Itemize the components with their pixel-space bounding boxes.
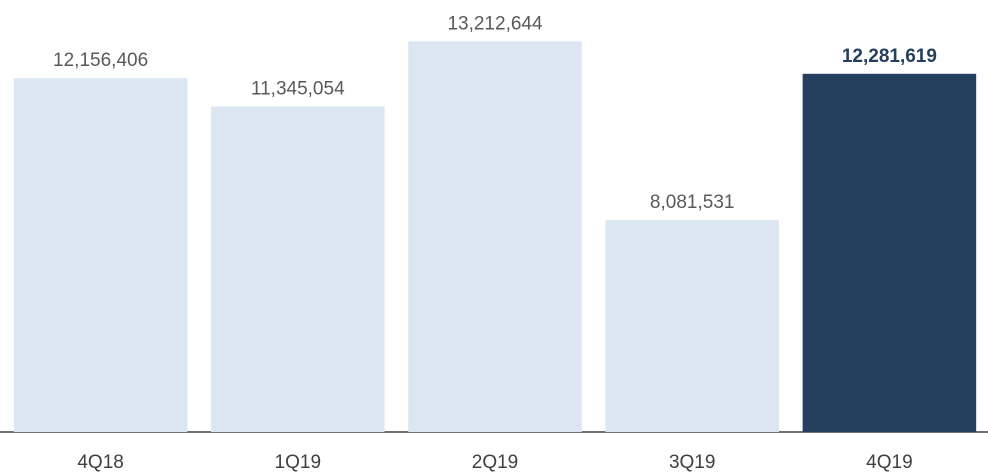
x-tick-label: 3Q19 [669, 452, 715, 473]
value-label: 13,212,644 [447, 13, 543, 34]
x-tick-label: 4Q18 [77, 452, 123, 473]
x-tick-label: 1Q19 [275, 452, 321, 473]
bar [605, 220, 779, 432]
bar [802, 73, 977, 432]
value-label: 11,345,054 [251, 78, 345, 99]
value-label: 8,081,531 [650, 192, 735, 213]
value-label: 12,156,406 [53, 50, 148, 71]
x-tick-label: 2Q19 [472, 452, 518, 473]
value-label: 12,281,619 [842, 46, 937, 67]
bar [211, 106, 385, 433]
bar [408, 41, 582, 432]
bar [13, 78, 188, 433]
x-tick-label: 4Q19 [866, 452, 912, 473]
